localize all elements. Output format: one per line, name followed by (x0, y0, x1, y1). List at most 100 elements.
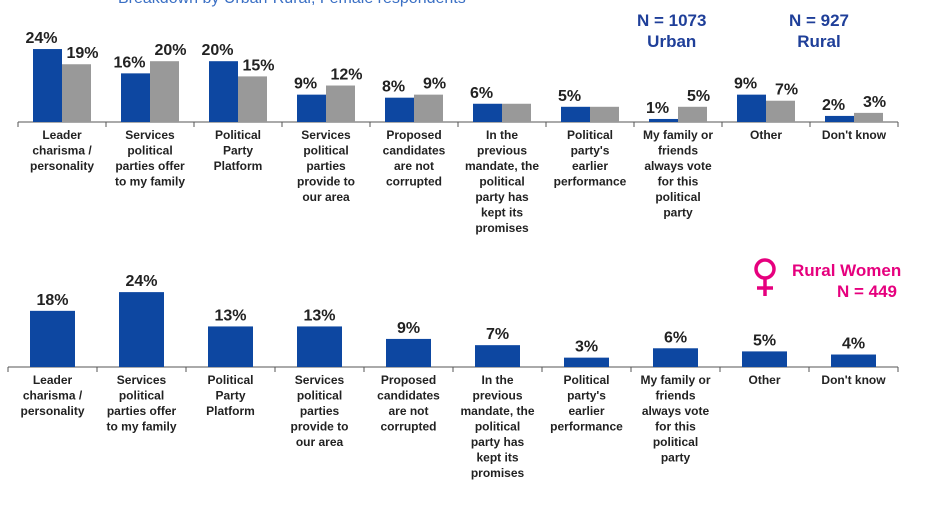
category-label: promises (475, 221, 529, 235)
bar-secondary (414, 94, 443, 122)
data-label: 3% (575, 339, 598, 356)
bar-primary (208, 326, 253, 367)
bar-primary (737, 94, 766, 122)
data-label: 15% (242, 57, 274, 74)
category-label: Platform (206, 404, 255, 418)
bar-primary (831, 354, 876, 367)
category-label: earlier (568, 404, 604, 418)
bar-primary (561, 106, 590, 122)
bar-primary (473, 103, 502, 122)
bar-primary (385, 97, 414, 122)
category-label: Other (750, 128, 782, 142)
category-label: parties (306, 159, 346, 173)
category-label: Political (207, 373, 253, 387)
bar-primary (825, 115, 854, 122)
category-label: previous (472, 389, 522, 403)
bar-primary (209, 61, 238, 122)
female-symbol-icon (754, 258, 776, 296)
rural-women-label: Rural Women (792, 261, 902, 280)
category-label: mandate, the (460, 404, 534, 418)
category-label: provide to (290, 420, 348, 434)
data-label: 9% (294, 76, 317, 93)
bar-primary (564, 357, 609, 367)
data-label: 4% (842, 336, 865, 353)
category-label: mandate, the (465, 159, 539, 173)
urban-n-label: N = 1073 (637, 11, 707, 30)
bar-primary (649, 118, 678, 122)
category-label: corrupted (386, 175, 442, 189)
category-label: political (475, 420, 520, 434)
category-label: personality (20, 404, 84, 418)
data-label: 20% (201, 42, 233, 59)
bar-secondary (238, 76, 267, 122)
category-label: political (127, 144, 172, 158)
bar-primary (119, 292, 164, 367)
rural-women-n-label: N = 449 (836, 282, 897, 301)
legend-rural: N = 927 Rural (789, 10, 849, 52)
data-label: 5% (753, 332, 776, 349)
category-label: Services (301, 128, 351, 142)
category-label: Services (125, 128, 175, 142)
category-label: always vote (644, 159, 712, 173)
urban-rural-bar-chart: 24% 16% 20% 9% 8% 6% 5% 1% 9% 2% 19% 20% 15% 12% 9% 5% 7… (17, 30, 899, 235)
data-label: 6% (470, 85, 493, 102)
category-label: Proposed (386, 128, 441, 142)
data-label: 9% (423, 76, 446, 93)
data-label: 24% (125, 273, 157, 290)
category-label: are not (394, 159, 434, 173)
bar-primary (297, 326, 342, 367)
legend-rural-women: Rural Women N = 449 (792, 260, 902, 302)
category-label: Political (567, 128, 613, 142)
category-label: My family or (640, 373, 710, 387)
data-label: 12% (330, 67, 362, 84)
category-label: earlier (572, 159, 608, 173)
data-label: 5% (687, 88, 710, 105)
category-label: friends (655, 389, 695, 403)
category-label: parties offer (115, 159, 185, 173)
bar-secondary (766, 100, 795, 122)
category-label: political (653, 435, 698, 449)
chart-subtitle: Breakdown by Urban-Rural, Female respond… (118, 0, 466, 8)
bar-primary (742, 351, 787, 367)
category-label: Other (748, 373, 780, 387)
bar-secondary (590, 106, 619, 122)
category-label: promises (471, 466, 525, 480)
category-label: parties offer (107, 404, 177, 418)
category-label: political (655, 190, 700, 204)
category-label: charisma / (23, 389, 83, 403)
category-label: party has (475, 190, 529, 204)
rural-women-bar-chart: 18% 24% 13% 13% 9% 7% 3% 6% 5% 4% Leader charisma /… (7, 273, 899, 480)
category-label: kept its (476, 451, 518, 465)
bar-primary (121, 73, 150, 122)
bar-secondary (326, 85, 355, 122)
category-label: Party (223, 144, 253, 158)
data-label: 8% (382, 79, 405, 96)
category-label: Don't know (822, 128, 887, 142)
category-label: Services (117, 373, 167, 387)
data-label: 1% (646, 100, 669, 117)
legend-urban: N = 1073 Urban (637, 10, 706, 52)
category-label: friends (658, 144, 698, 158)
category-label: Services (295, 373, 345, 387)
category-label: In the (486, 128, 518, 142)
data-label: 13% (214, 307, 246, 324)
category-label: candidates (383, 144, 446, 158)
category-label: provide to (297, 175, 355, 189)
data-label: 24% (25, 30, 57, 47)
bar-secondary (502, 103, 531, 122)
category-label: party has (471, 435, 525, 449)
category-label: Party (215, 389, 245, 403)
data-label: 9% (397, 320, 420, 337)
rural-label: Rural (797, 32, 841, 51)
category-label: for this (658, 175, 699, 189)
bar-secondary (854, 112, 883, 122)
data-label: 9% (734, 76, 757, 93)
category-label: party (663, 206, 693, 220)
bar-primary (30, 310, 75, 367)
category-label: corrupted (380, 420, 436, 434)
bar-primary (386, 338, 431, 367)
category-label: performance (550, 420, 623, 434)
category-label: My family or (643, 128, 713, 142)
category-label: to my family (115, 175, 185, 189)
category-label: political (119, 389, 164, 403)
